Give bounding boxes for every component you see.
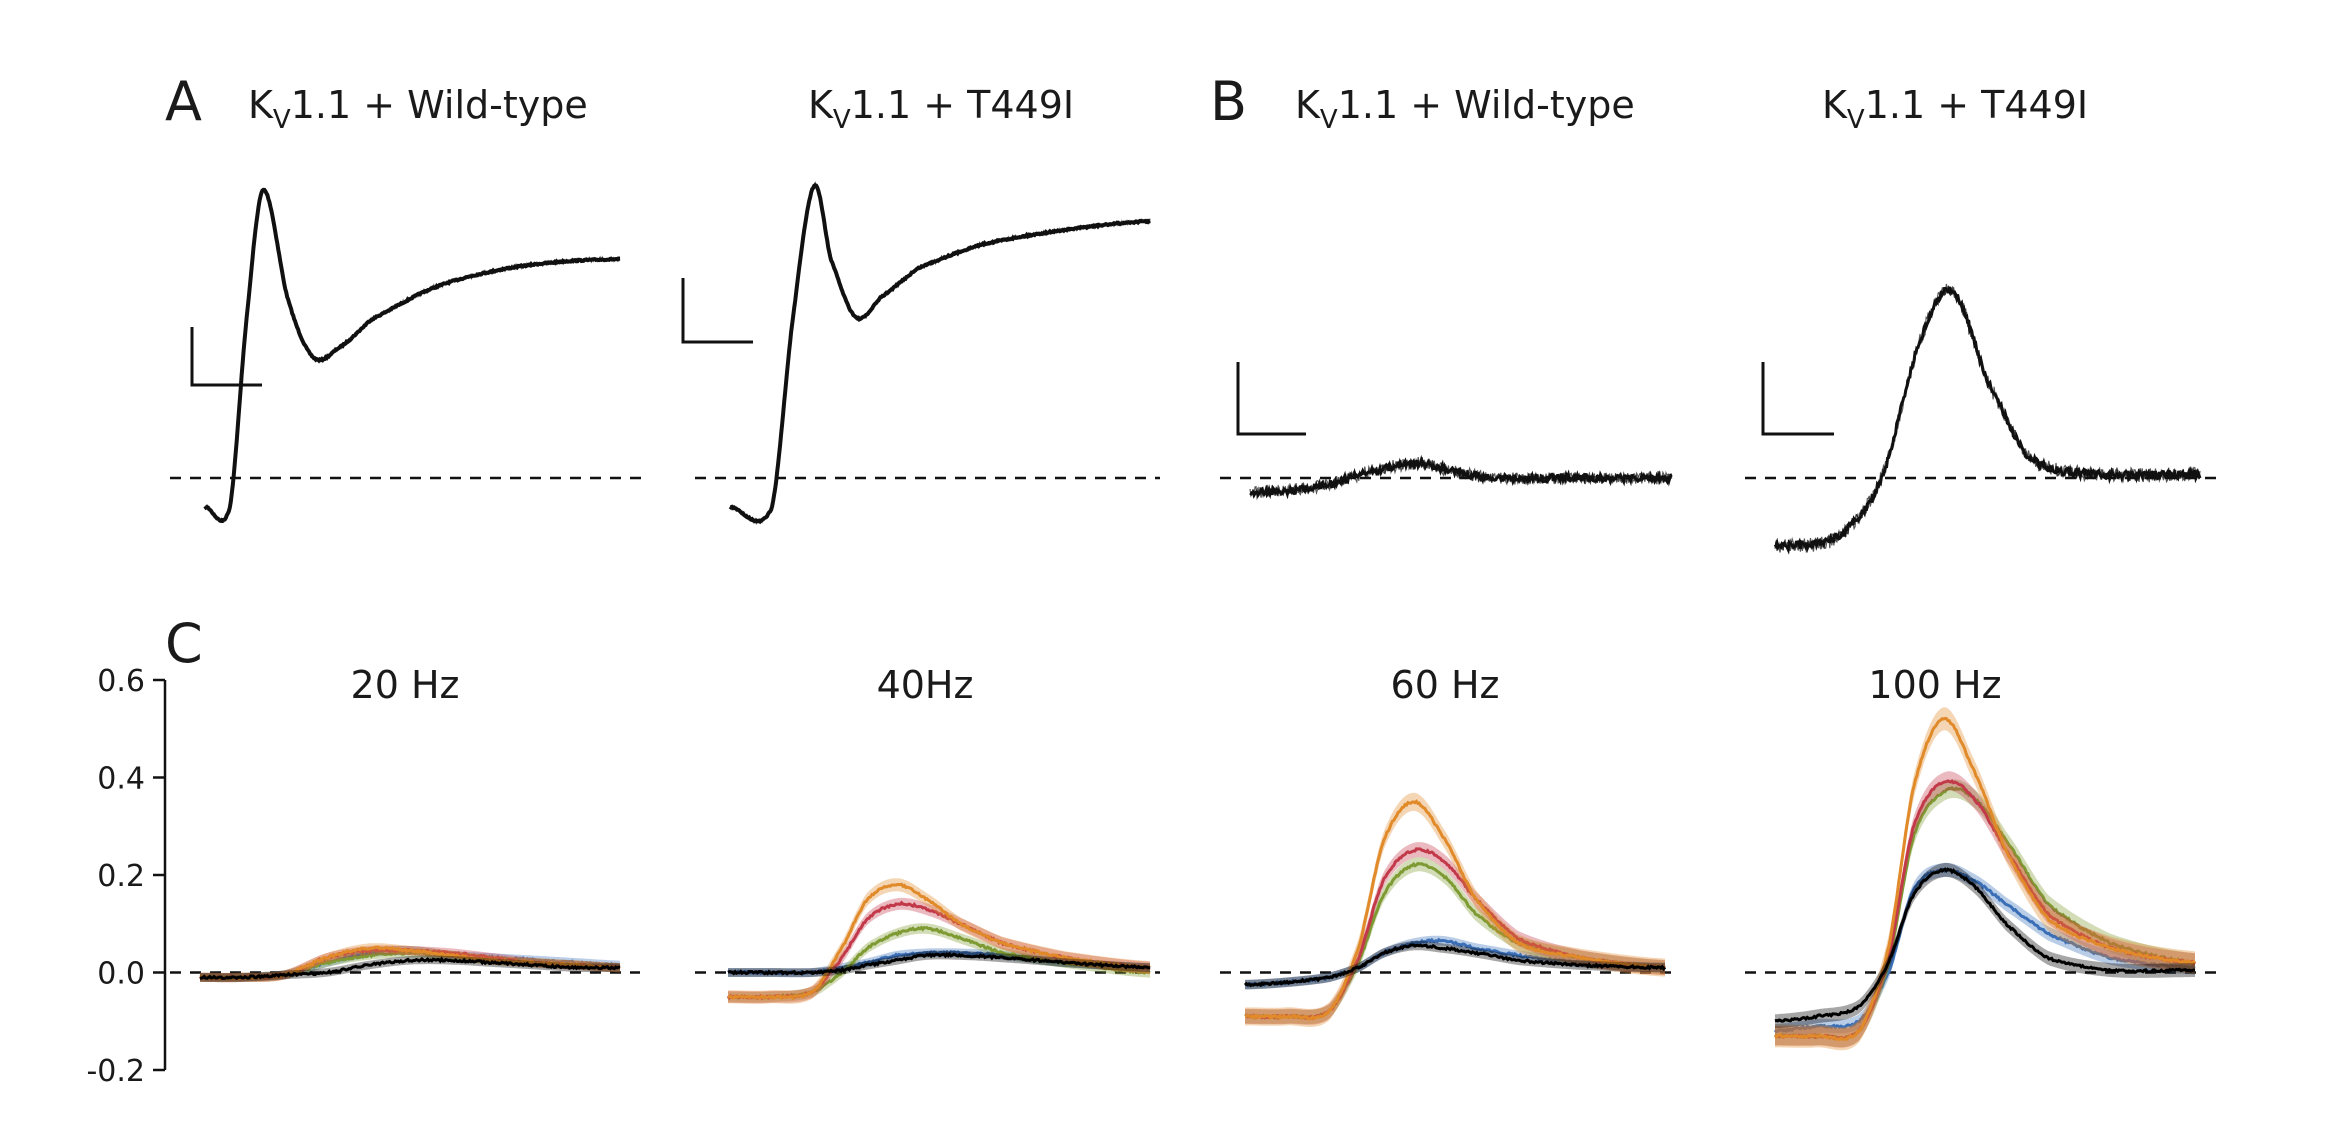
scale-bar-b-t449i xyxy=(1761,362,1834,436)
trace-line xyxy=(1249,457,1673,499)
error-band xyxy=(1775,862,2195,1038)
frequency-title: 40Hz xyxy=(877,663,974,707)
trace-line xyxy=(203,187,620,524)
y-tick-label: 0.6 xyxy=(97,664,145,699)
error-band xyxy=(728,897,1150,1004)
error-band xyxy=(1245,842,1665,1025)
scale-bar-a-t449i xyxy=(681,278,753,344)
panel-b-title-wildtype: KV1.1 + Wild-type xyxy=(1295,83,1635,135)
panel-letter-c: C xyxy=(165,612,203,675)
mean-trace xyxy=(1245,847,1666,1021)
panel-c-y-axis: 0.6 0.4 0.2 0.0 -0.2 xyxy=(86,664,167,1089)
error-band xyxy=(1245,792,1665,1027)
panel-a-title-t449i: KV1.1 + T449I xyxy=(808,83,1074,135)
y-tick-label: -0.2 xyxy=(86,1054,145,1089)
panel-letter-b: B xyxy=(1210,70,1247,133)
traces-panels-ab xyxy=(203,181,2202,555)
trace-line xyxy=(204,188,621,521)
trace-line xyxy=(1773,286,2202,555)
panel-c-traces xyxy=(198,707,2197,1051)
panel-letter-a: A xyxy=(165,70,202,133)
mean-trace xyxy=(1774,786,2196,1041)
mean-trace xyxy=(727,882,1151,1001)
mean-trace xyxy=(727,951,1151,976)
error-band xyxy=(728,923,1150,1003)
frequency-title: 60 Hz xyxy=(1391,663,1500,707)
error-band xyxy=(1775,707,2195,1051)
trace-line xyxy=(204,187,621,523)
error-band xyxy=(200,955,620,982)
y-tick-label: 0.4 xyxy=(97,762,145,797)
panel-a-title-wildtype: KV1.1 + Wild-type xyxy=(248,83,588,135)
panel-b-title-t449i: KV1.1 + T449I xyxy=(1822,83,2088,135)
panel-c-titles: 20 Hz 40Hz 60 Hz 100 Hz xyxy=(351,663,2002,707)
scale-bar-b-wildtype xyxy=(1236,362,1306,436)
trace-line xyxy=(729,181,1151,526)
mean-trace xyxy=(1243,943,1667,988)
trace-line xyxy=(728,182,1151,525)
trace-line xyxy=(729,183,1151,524)
y-tick-label: 0.2 xyxy=(97,859,145,894)
mean-trace xyxy=(1774,867,2196,1023)
mean-trace xyxy=(1773,716,2197,1042)
trace-line xyxy=(1774,285,2201,553)
error-band xyxy=(728,878,1150,1004)
mean-trace xyxy=(1245,799,1666,1021)
mean-trace xyxy=(1773,867,2196,1034)
scale-bar-a-wildtype xyxy=(190,327,262,387)
mean-trace xyxy=(199,956,621,981)
trace-line xyxy=(1774,283,2201,553)
frequency-title: 20 Hz xyxy=(351,663,460,707)
frequency-title: 100 Hz xyxy=(1868,663,2001,707)
y-tick-label: 0.0 xyxy=(97,957,145,992)
